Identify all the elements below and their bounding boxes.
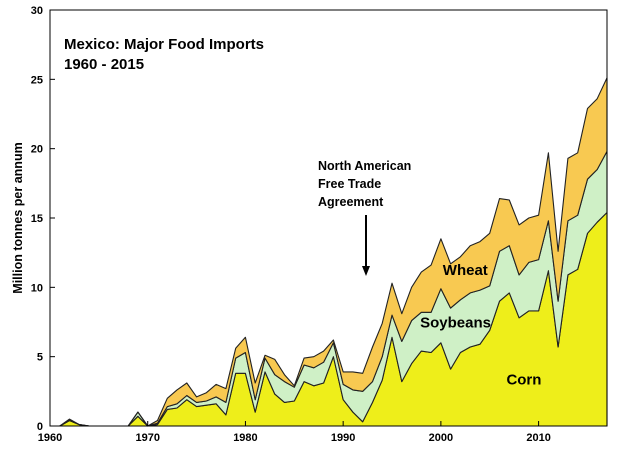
y-tick-label: 0 xyxy=(37,421,43,433)
annotation-line2: Free Trade xyxy=(318,177,381,191)
y-tick-label: 30 xyxy=(31,5,43,17)
x-tick-label: 1990 xyxy=(331,432,355,444)
nafta-annotation: North American Free Trade Agreement xyxy=(318,159,411,276)
x-tick-label: 1970 xyxy=(135,432,159,444)
y-tick-label: 25 xyxy=(31,74,43,86)
x-tick-label: 2010 xyxy=(526,432,550,444)
series-label-wheat: Wheat xyxy=(443,262,488,279)
series-label-corn: Corn xyxy=(506,371,541,388)
x-tick-label: 1980 xyxy=(233,432,257,444)
y-tick-label: 5 xyxy=(37,352,43,364)
y-axis-label: Million tonnes per annum xyxy=(11,142,25,293)
annotation-line1: North American xyxy=(318,159,411,173)
x-tick-label: 1960 xyxy=(38,432,62,444)
y-axis: 0 5 10 15 20 25 30 xyxy=(31,5,55,433)
chart-title-line2: 1960 - 2015 xyxy=(64,56,144,73)
y-tick-label: 20 xyxy=(31,144,43,156)
annotation-arrow-head xyxy=(362,266,370,276)
chart-title-line1: Mexico: Major Food Imports xyxy=(64,36,264,53)
annotation-line3: Agreement xyxy=(318,195,384,209)
y-tick-label: 10 xyxy=(31,282,43,294)
x-axis: 1960 1970 1980 1990 2000 2010 xyxy=(38,421,551,444)
series-label-soybeans: Soybeans xyxy=(420,315,491,332)
x-tick-label: 2000 xyxy=(429,432,453,444)
y-tick-label: 15 xyxy=(31,213,43,225)
series-labels: Wheat Soybeans Corn xyxy=(420,262,541,389)
